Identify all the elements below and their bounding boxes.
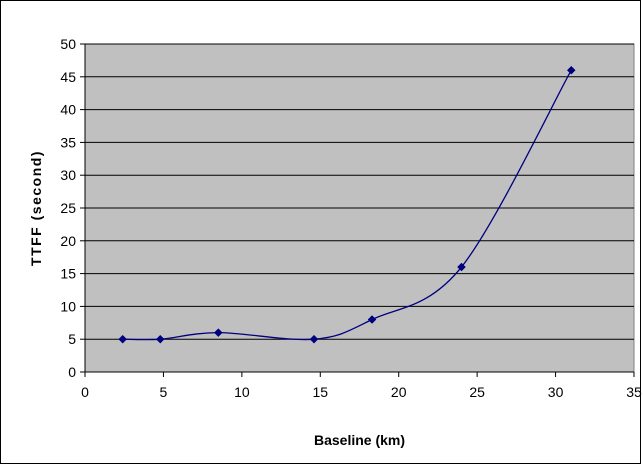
data-point-1 — [155, 334, 165, 344]
x-tick-label-35: 35 — [626, 384, 642, 400]
x-tick-label-30: 30 — [548, 384, 564, 400]
series-line-0 — [122, 69, 572, 341]
y-tick-label-25: 25 — [60, 200, 76, 216]
x-tick-label-25: 25 — [469, 384, 485, 400]
axes — [80, 43, 635, 377]
data-point-4 — [367, 315, 377, 324]
y-tick-label-10: 10 — [60, 298, 76, 314]
y-tick-label-40: 40 — [60, 102, 76, 118]
y-tick-label-5: 5 — [68, 331, 76, 347]
y-tick-label-50: 50 — [60, 36, 76, 52]
y-axis-title: TTFF (second) — [28, 150, 44, 266]
x-tick-label-0: 0 — [81, 384, 89, 400]
y-tick-label-15: 15 — [60, 266, 76, 282]
x-axis-title: Baseline (km) — [314, 432, 405, 448]
series — [118, 65, 576, 344]
data-point-3 — [309, 334, 319, 344]
x-tick-label-10: 10 — [234, 384, 250, 400]
y-tick-label-30: 30 — [60, 167, 76, 183]
x-tick-label-15: 15 — [312, 384, 328, 400]
data-point-6 — [566, 65, 576, 75]
y-tick-label-35: 35 — [60, 134, 76, 150]
x-tick-label-20: 20 — [391, 384, 407, 400]
data-point-2 — [213, 328, 223, 337]
y-tick-label-0: 0 — [68, 364, 76, 380]
y-tick-label-20: 20 — [60, 233, 76, 249]
x-tick-label-5: 5 — [160, 384, 168, 400]
gridlines — [85, 43, 634, 340]
data-point-0 — [118, 334, 127, 344]
data-point-5 — [457, 262, 466, 272]
y-tick-label-45: 45 — [60, 69, 76, 85]
tick-labels: 0 5 10 15 20 25 30 35 40 45 50 0 5 10 15 20 25 30 35 — [60, 36, 642, 400]
